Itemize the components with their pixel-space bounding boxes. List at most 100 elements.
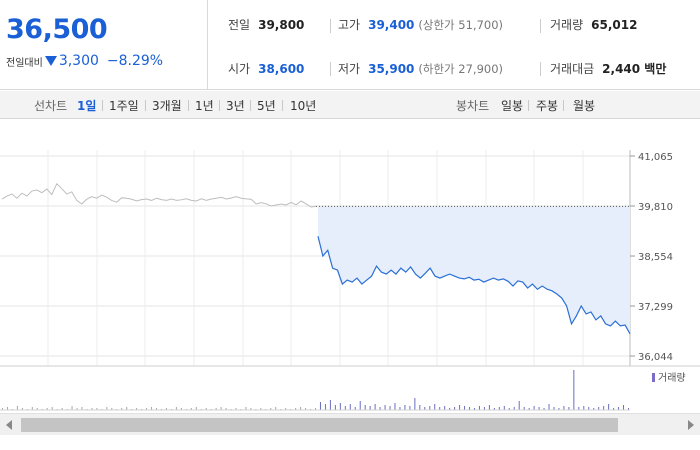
- period-tab-1w[interactable]: 1주일: [109, 99, 139, 113]
- volume-bar: [364, 405, 366, 410]
- volume-bar: [165, 408, 167, 410]
- volume-bar: [568, 407, 570, 410]
- volume-bar: [315, 408, 316, 410]
- period-tab-5y[interactable]: 5년: [257, 99, 276, 113]
- stat-label: 고가: [338, 18, 361, 32]
- stat-high: 고가 39,400 (상한가 51,700): [338, 16, 503, 33]
- line-chart-label: 선차트: [34, 99, 68, 113]
- volume-bar: [344, 406, 346, 410]
- stat-value: 65,012: [591, 17, 638, 32]
- stat-label: 거래대금: [550, 62, 595, 76]
- stat-sub: (하한가 27,900): [418, 61, 504, 76]
- period-tab-10y[interactable]: 10년: [290, 99, 317, 113]
- y-tick-label: 38,554: [638, 252, 673, 263]
- volume-legend: 거래량: [652, 372, 686, 384]
- volume-bar: [513, 407, 515, 410]
- scrollbar-thumb[interactable]: [21, 418, 618, 432]
- volume-bar: [36, 408, 38, 410]
- volume-bar: [250, 408, 252, 410]
- volume-bar: [46, 408, 48, 410]
- scroll-left-arrow-icon[interactable]: [6, 420, 12, 430]
- scroll-right-arrow-icon[interactable]: [688, 420, 694, 430]
- period-tab-1d[interactable]: 1일: [77, 99, 97, 113]
- volume-bar: [439, 407, 441, 410]
- stat-value: 2,440 백만: [602, 62, 667, 76]
- volume-bar: [573, 370, 575, 410]
- price-chart: 41,065 39,810 38,554 37,299 36,044 거래량: [0, 150, 700, 411]
- volume-bar: [608, 404, 610, 410]
- volume-bar: [339, 403, 341, 410]
- series-line-today: [317, 236, 631, 335]
- volume-bar: [349, 404, 351, 410]
- volume-bar: [71, 406, 73, 410]
- chart-scrollbar[interactable]: [0, 413, 700, 435]
- volume-bar: [96, 408, 98, 410]
- volume-bar: [414, 398, 416, 410]
- volume-bar: [354, 407, 356, 410]
- volume-bar: [369, 406, 371, 410]
- volume-bar: [389, 406, 391, 410]
- volume-bar: [578, 407, 580, 410]
- period-tab-3y[interactable]: 3년: [226, 99, 245, 113]
- change-label: 전일대비: [6, 57, 43, 69]
- volume-bar: [334, 405, 336, 410]
- divider: [330, 19, 331, 33]
- chart-period-bar: 선차트 1일 1주일 3개월 1년 3년 5년 10년 봉차트 일봉 주봉 월봉: [0, 91, 700, 119]
- divider: [540, 62, 541, 76]
- divider: [219, 100, 220, 111]
- volume-bar: [329, 400, 331, 410]
- volume-bar: [434, 404, 436, 410]
- volume-legend-label: 거래량: [658, 372, 686, 384]
- chart-type-daily[interactable]: 일봉: [501, 99, 524, 113]
- change-percent: −8.29%: [106, 53, 164, 69]
- volume-bar: [270, 408, 272, 410]
- volume-bar: [245, 407, 247, 410]
- volume-bar: [598, 407, 600, 410]
- volume-bar: [409, 406, 411, 410]
- volume-bar: [449, 408, 451, 410]
- volume-bar: [180, 408, 182, 410]
- divider: [528, 100, 529, 111]
- volume-bar: [553, 407, 555, 410]
- volume-bar: [225, 408, 227, 410]
- stat-prev-close: 전일 39,800: [228, 16, 304, 33]
- volume-bar: [175, 407, 177, 410]
- stat-low: 저가 35,900 (하한가 27,900): [338, 60, 503, 77]
- change-row: 전일대비 3,300 −8.29%: [6, 53, 163, 69]
- volume-bar: [478, 406, 480, 410]
- volume-bar: [473, 408, 475, 410]
- chart-type-weekly[interactable]: 주봉: [536, 99, 559, 113]
- divider: [145, 100, 146, 111]
- volume-bar: [136, 408, 138, 410]
- chart-type-monthly[interactable]: 월봉: [573, 99, 596, 113]
- stat-value: 39,400: [368, 17, 415, 32]
- divider: [330, 62, 331, 76]
- volume-bar: [126, 407, 128, 410]
- volume-bar: [111, 408, 113, 410]
- volume-bar: [305, 408, 307, 410]
- quote-panel: 36,500 전일대비 3,300 −8.29% 전일 39,800 고가 39…: [0, 0, 700, 90]
- stat-label: 시가: [228, 62, 251, 76]
- volume-bar: [106, 407, 108, 410]
- volume-bar: [424, 407, 426, 410]
- period-tab-1y[interactable]: 1년: [195, 99, 214, 113]
- volume-bar: [454, 407, 456, 410]
- volume-bar: [429, 406, 431, 410]
- candle-chart-label: 봉차트: [456, 99, 490, 113]
- volume-bar: [623, 405, 625, 410]
- period-tab-3m[interactable]: 3개월: [152, 99, 182, 113]
- stat-value: 35,900: [368, 61, 415, 76]
- y-axis-ticks: 41,065 39,810 38,554 37,299 36,044: [630, 152, 673, 363]
- volume-bar: [51, 407, 53, 410]
- volume-bar: [190, 408, 192, 410]
- stat-value: 39,800: [258, 17, 305, 32]
- price-box: 36,500 전일대비 3,300 −8.29%: [0, 0, 208, 90]
- volume-bar: [285, 408, 287, 410]
- volume-bar: [613, 408, 615, 410]
- stat-volume: 거래량 65,012: [550, 16, 637, 33]
- volume-bar: [603, 406, 605, 410]
- volume-bar: [498, 407, 500, 410]
- volume-bar: [563, 406, 565, 410]
- volume-bar: [205, 408, 207, 410]
- volume-bar: [593, 408, 595, 410]
